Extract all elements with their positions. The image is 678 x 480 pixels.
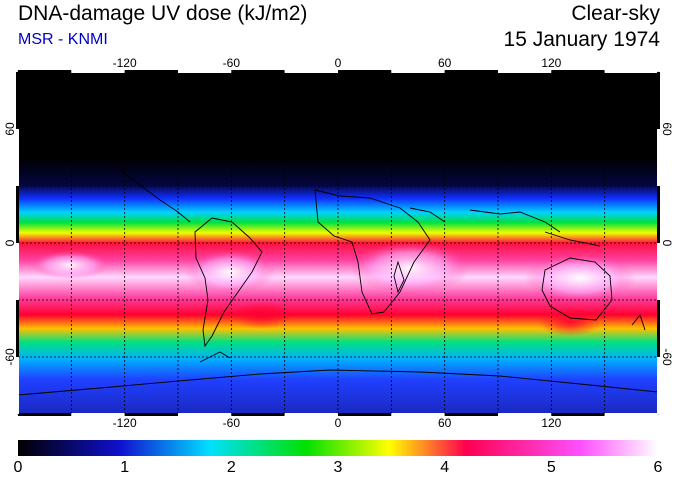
colorbar-label: 5 <box>546 459 556 476</box>
frame-tick <box>338 70 392 73</box>
source-label: MSR - KNMI <box>18 31 108 48</box>
colorbar-label: 6 <box>653 459 663 476</box>
lon-tick-top: 60 <box>437 56 452 70</box>
frame-tick <box>604 413 658 416</box>
map-title: DNA-damage UV dose (kJ/m2) <box>18 2 308 25</box>
sky-condition: Clear-sky <box>571 2 660 25</box>
frame-tick <box>657 186 660 243</box>
lon-tick-bottom: 60 <box>437 416 452 430</box>
frame-tick <box>71 70 125 73</box>
frame-tick <box>551 70 605 73</box>
frame-tick <box>498 70 552 73</box>
coastlines <box>18 169 658 396</box>
frame-tick <box>124 70 178 73</box>
frame-tick <box>16 186 19 243</box>
frame-tick <box>284 413 338 416</box>
frame-tick <box>16 243 19 300</box>
colorbar-label: 0 <box>13 459 23 476</box>
lat-tick-left: -60 <box>3 348 17 366</box>
frame-tick <box>178 413 232 416</box>
frame-tick <box>124 413 178 416</box>
lon-tick-bottom: 120 <box>541 416 562 430</box>
lat-tick-left: 60 <box>3 122 17 136</box>
frame-tick <box>444 413 498 416</box>
lon-tick-top: -60 <box>222 56 240 70</box>
lon-tick-top: -120 <box>112 56 137 70</box>
lon-tick-top: 120 <box>541 56 562 70</box>
frame-tick <box>178 70 232 73</box>
frame-tick <box>657 357 660 414</box>
frame-tick <box>498 413 552 416</box>
lon-tick-bottom: -120 <box>112 416 137 430</box>
frame-tick <box>444 70 498 73</box>
frame-tick <box>338 413 392 416</box>
lon-tick-bottom: 0 <box>334 416 342 430</box>
frame-tick <box>551 413 605 416</box>
frame-tick <box>18 413 72 416</box>
frame-tick <box>16 357 19 414</box>
frame-tick <box>604 70 658 73</box>
frame-tick <box>391 413 445 416</box>
frame-tick <box>231 70 285 73</box>
frame-tick <box>657 300 660 357</box>
frame-tick <box>231 413 285 416</box>
colorbar-label: 2 <box>226 459 236 476</box>
frame-tick <box>16 300 19 357</box>
frame-ticks <box>16 70 660 416</box>
lat-tick-right: 0 <box>660 239 674 247</box>
frame-tick <box>657 72 660 129</box>
lat-tick-right: -60 <box>660 348 674 366</box>
colorbar-label: 1 <box>120 459 130 476</box>
frame-tick <box>657 129 660 186</box>
lon-tick-top: 0 <box>334 56 342 70</box>
colorbar <box>18 440 658 456</box>
graticule <box>18 72 658 414</box>
frame-tick <box>16 72 19 129</box>
frame-tick <box>657 243 660 300</box>
frame-tick <box>18 70 72 73</box>
map-date: 15 January 1974 <box>503 28 660 51</box>
colorbar-label: 3 <box>333 459 343 476</box>
frame-tick <box>391 70 445 73</box>
colorbar-label: 4 <box>440 459 450 476</box>
frame-tick <box>284 70 338 73</box>
lat-tick-right: 60 <box>660 122 674 136</box>
lat-tick-left: 0 <box>3 239 17 247</box>
lon-tick-bottom: -60 <box>222 416 240 430</box>
frame-tick <box>71 413 125 416</box>
frame-tick <box>16 129 19 186</box>
